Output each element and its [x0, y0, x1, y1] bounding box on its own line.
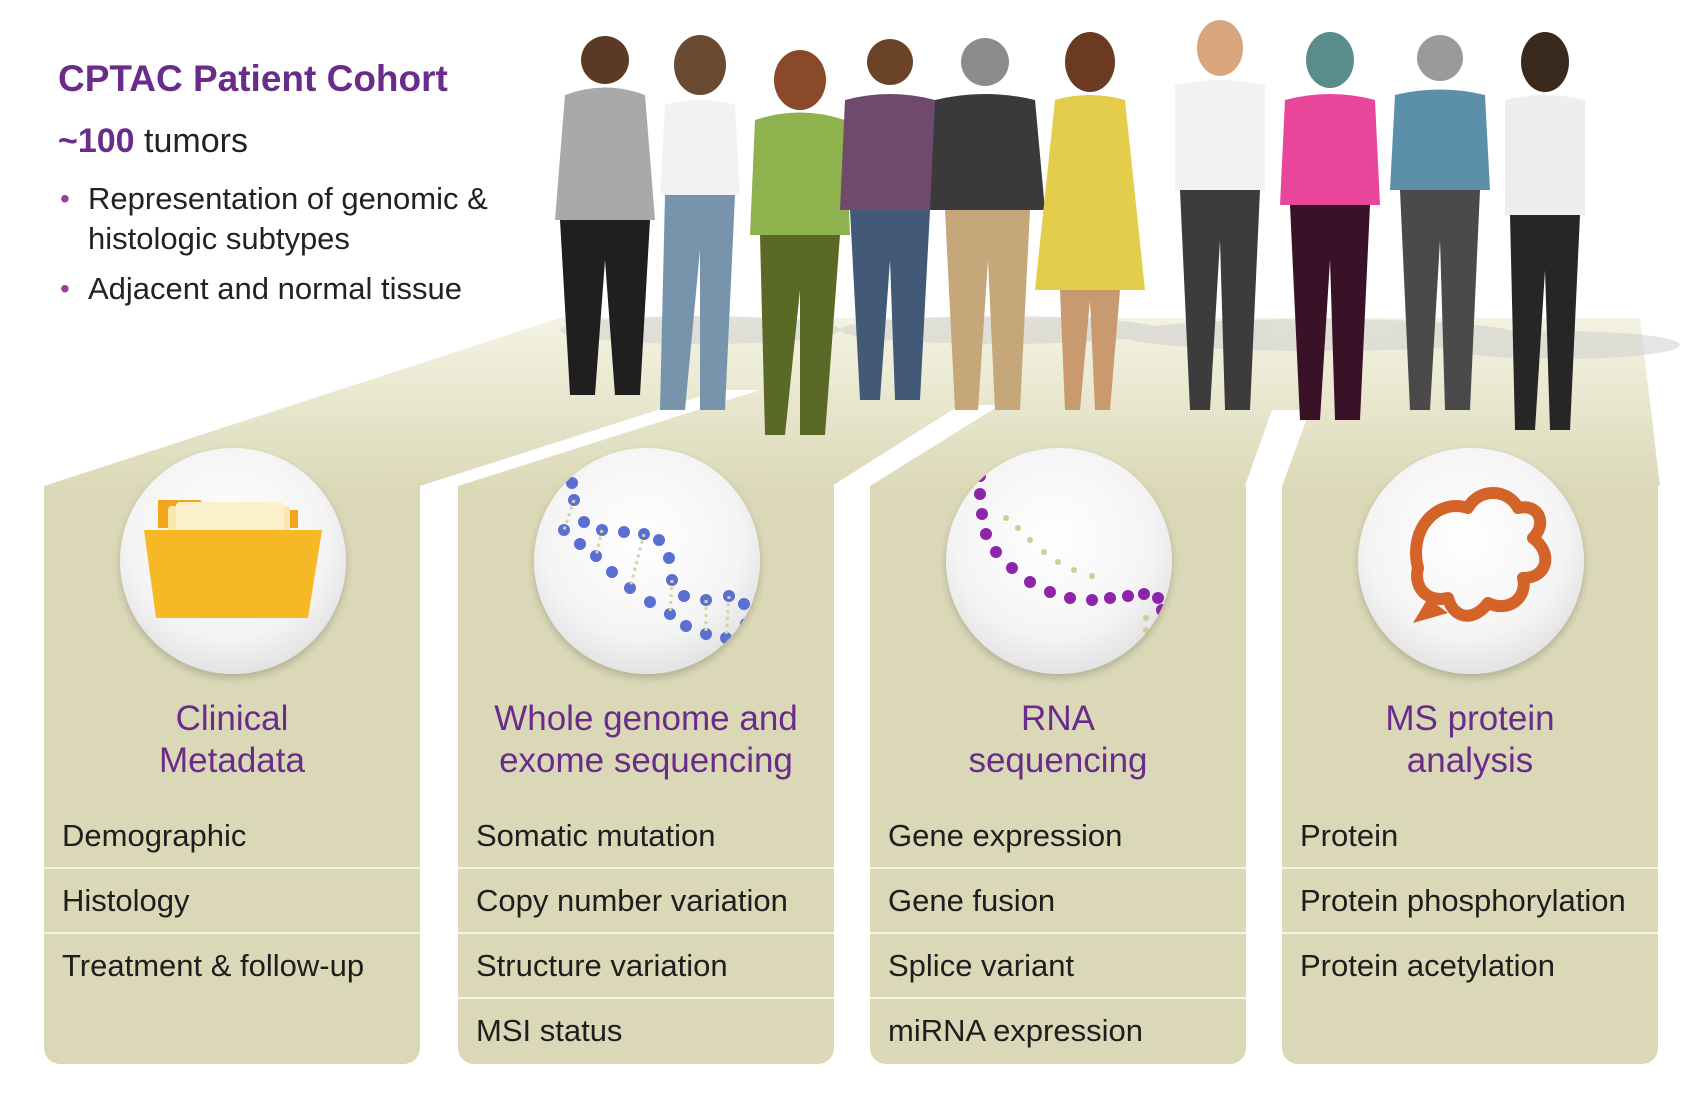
- panel-items: Gene expression Gene fusion Splice varia…: [870, 804, 1246, 1062]
- bullet-item: • Representation of genomic & histologic …: [58, 179, 528, 259]
- cohort-header: CPTAC Patient Cohort ~100 tumors • Repres…: [58, 58, 528, 319]
- person-10: [1505, 32, 1585, 430]
- panel-item: Demographic: [62, 818, 247, 853]
- tumor-count-number: ~100: [58, 122, 135, 160]
- bullet-dot-icon: •: [60, 273, 70, 304]
- beam-gap: [1245, 410, 1310, 486]
- panel-item: Somatic mutation: [476, 818, 716, 853]
- bullet-dot-icon: •: [60, 183, 70, 214]
- person-1: [555, 36, 655, 395]
- panel-item: Copy number variation: [458, 867, 834, 932]
- panel-item: Histology: [44, 867, 420, 932]
- panel-item: Protein phosphorylation: [1282, 867, 1658, 932]
- cohort-bullets: • Representation of genomic & histologic …: [58, 179, 528, 309]
- panel-title: RNA sequencing: [968, 699, 1148, 780]
- person-5: [930, 38, 1045, 410]
- panel-rna-sequencing: RNA sequencing Gene expression Gene fusi…: [870, 448, 1246, 1064]
- panel-icon-circle: [1358, 448, 1584, 674]
- floor: [44, 318, 1660, 486]
- bullet-item: • Adjacent and normal tissue: [58, 269, 528, 309]
- panel-title: Whole genome and exome sequencing: [494, 699, 798, 780]
- person-3: [750, 50, 850, 435]
- folder-icon: [144, 500, 322, 618]
- person-7: [1175, 20, 1265, 410]
- beam-gap: [420, 390, 760, 486]
- panel-title: MS protein analysis: [1385, 699, 1555, 780]
- rna-icon: [970, 454, 1168, 659]
- person-8: [1280, 32, 1380, 420]
- panel-item: miRNA expression: [870, 997, 1246, 1062]
- panel-items: Somatic mutation Copy number variation S…: [458, 804, 834, 1062]
- bullet-text: Adjacent and normal tissue: [88, 271, 462, 306]
- person-4: [840, 39, 940, 400]
- panel-icon-circle: [946, 448, 1172, 674]
- panel-items: Protein Protein phosphorylation Protein …: [1282, 804, 1658, 997]
- bullet-text: Representation of genomic & histologic s…: [88, 181, 488, 256]
- panel-item: Structure variation: [458, 932, 834, 997]
- dna-icon: [558, 462, 752, 652]
- panel-icon-circle: [120, 448, 346, 674]
- beam-gap: [832, 405, 1000, 486]
- panel-item: Splice variant: [870, 932, 1246, 997]
- panel-clinical-metadata: Clinical Metadata Demographic Histology …: [44, 448, 420, 1064]
- panel-genome-sequencing: Whole genome and exome sequencing Somati…: [458, 448, 834, 1064]
- panel-item: Protein: [1300, 818, 1399, 853]
- panel-item: Gene fusion: [870, 867, 1246, 932]
- panel-item: Treatment & follow-up: [44, 932, 420, 997]
- panel-title: Clinical Metadata: [159, 699, 305, 780]
- tumor-count: ~100 tumors: [58, 122, 528, 161]
- panel-item: Gene expression: [888, 818, 1123, 853]
- person-2: [660, 35, 740, 410]
- person-6: [1035, 32, 1145, 410]
- protein-icon: [1410, 487, 1552, 623]
- tumor-count-label: tumors: [134, 122, 248, 160]
- panel-item: MSI status: [458, 997, 834, 1062]
- person-9: [1390, 35, 1490, 410]
- panel-ms-protein-analysis: MS protein analysis Protein Protein phos…: [1282, 448, 1658, 1064]
- panel-items: Demographic Histology Treatment & follow…: [44, 804, 420, 997]
- cohort-title: CPTAC Patient Cohort: [58, 58, 448, 99]
- panel-icon-circle: [534, 448, 760, 674]
- panel-item: Protein acetylation: [1282, 932, 1658, 997]
